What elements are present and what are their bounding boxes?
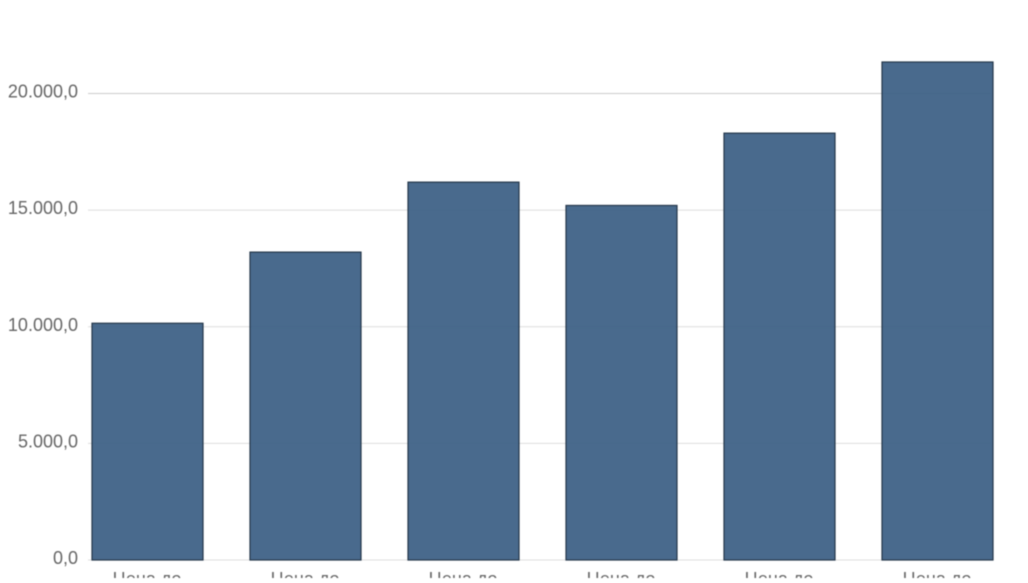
svg-text:5.000,0: 5.000,0 [18,431,78,451]
svg-text:Цена до: Цена до [271,569,340,578]
svg-text:Цена до: Цена до [745,569,814,578]
svg-text:15.000,0: 15.000,0 [8,198,78,218]
svg-text:Цена до: Цена до [113,569,182,578]
svg-text:Цена до: Цена до [903,569,972,578]
svg-text:20.000,0: 20.000,0 [8,82,78,102]
svg-text:Цена до: Цена до [587,569,656,578]
svg-text:10.000,0: 10.000,0 [8,315,78,335]
svg-text:Цена до: Цена до [429,569,498,578]
svg-text:0,0: 0,0 [53,548,78,568]
